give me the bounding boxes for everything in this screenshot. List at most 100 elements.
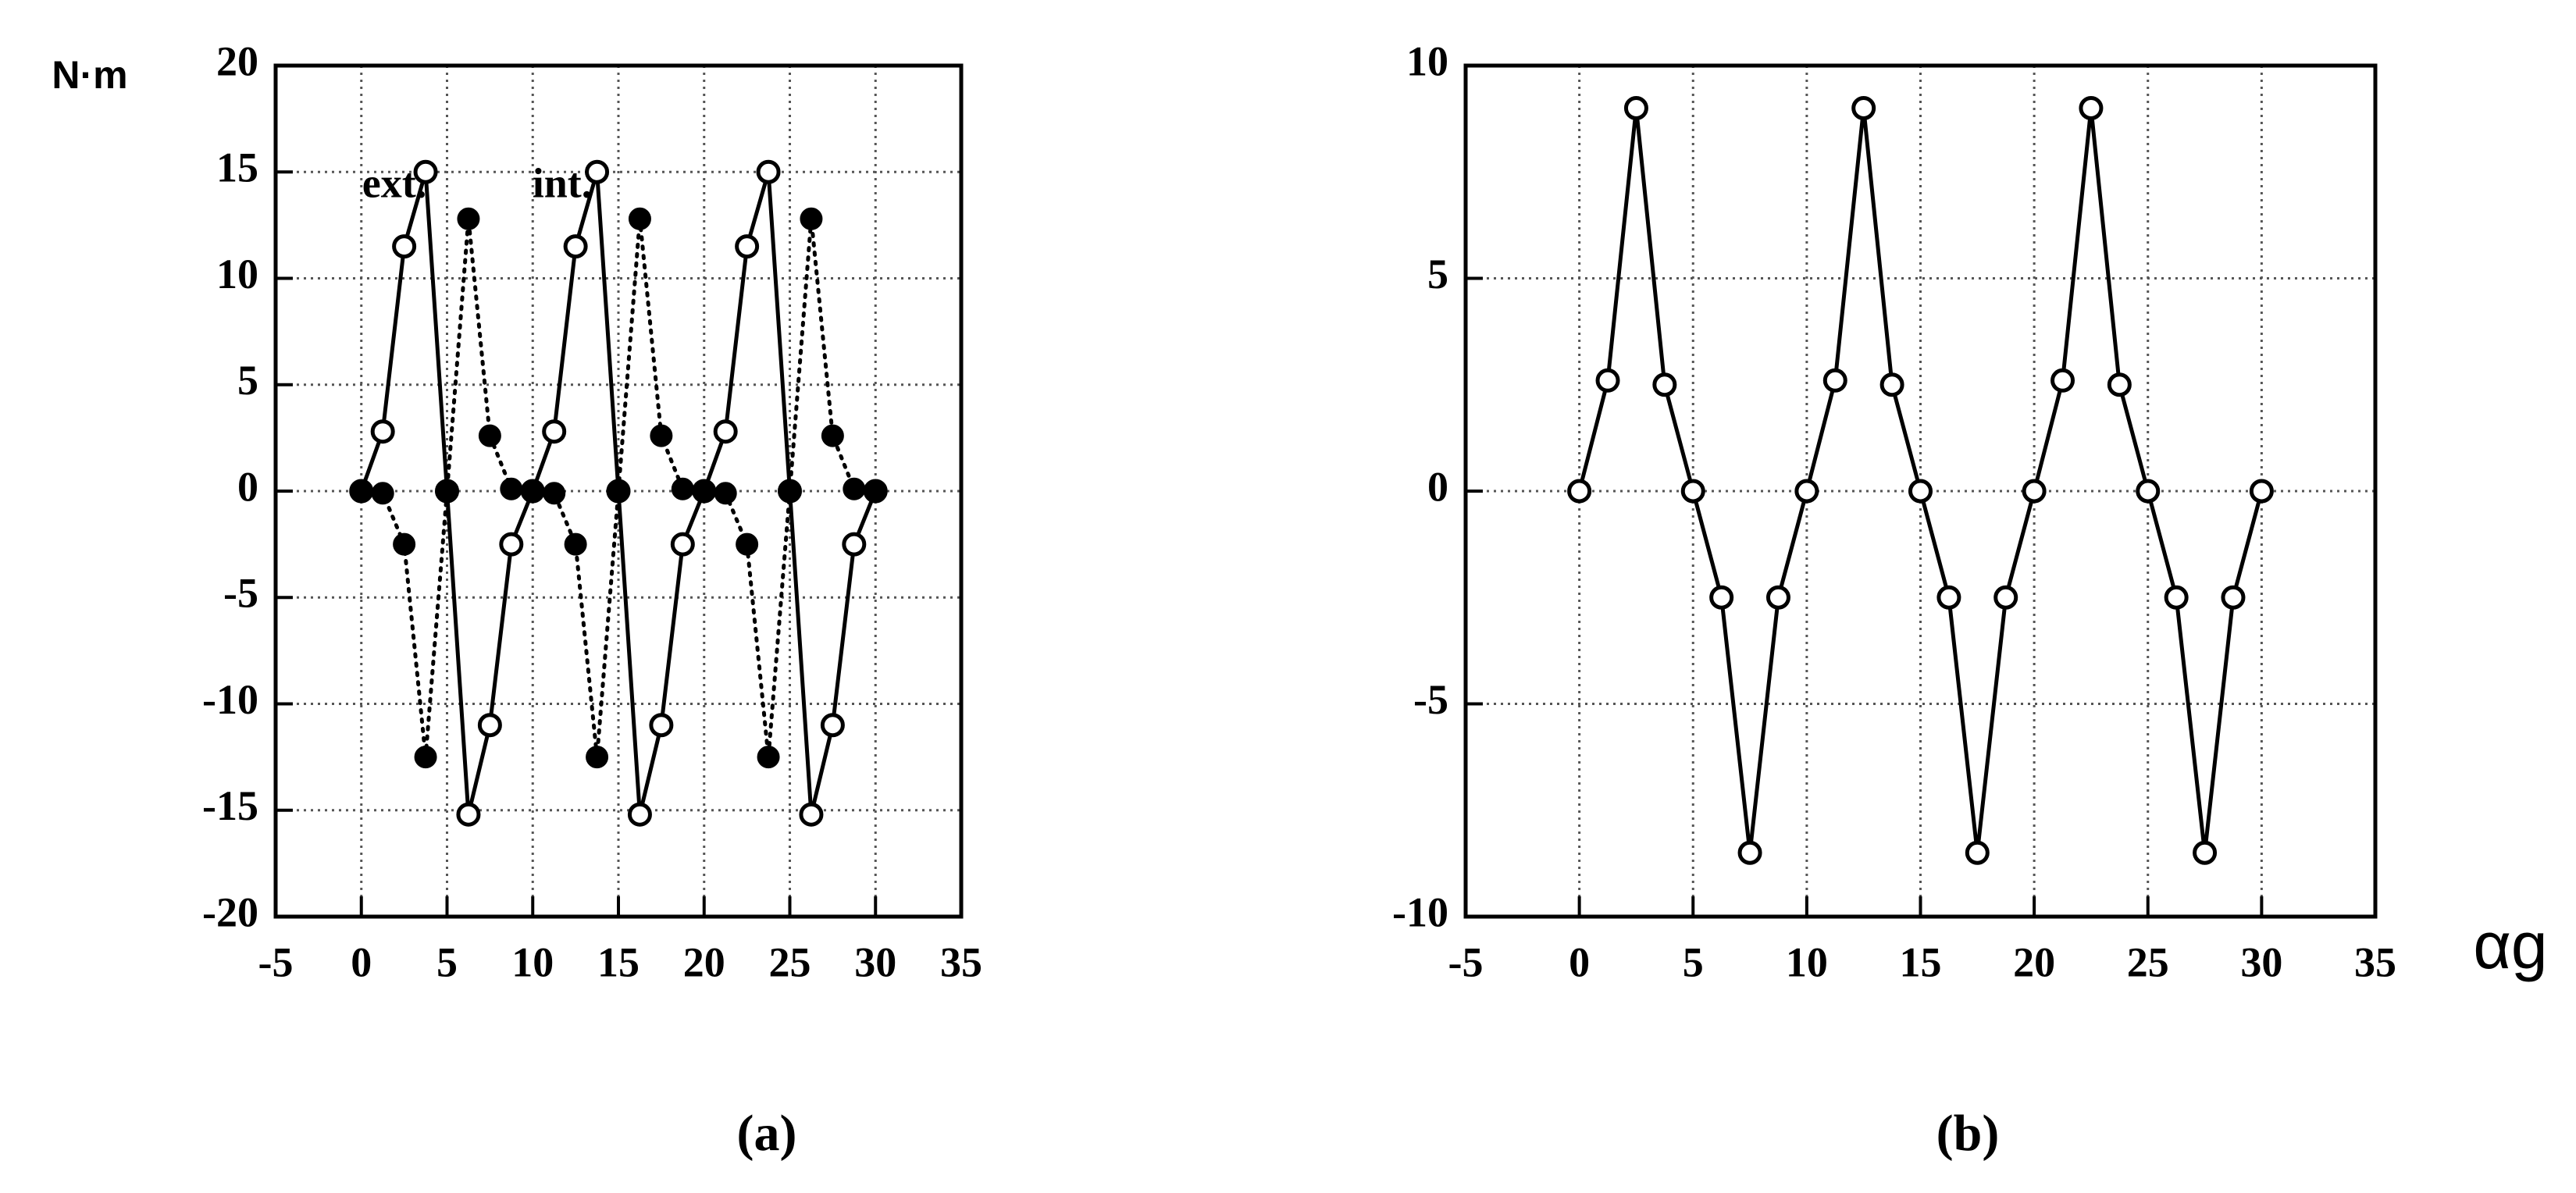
y-tick-label: -5	[223, 570, 258, 617]
data-point	[2249, 479, 2274, 504]
data-point	[393, 532, 416, 556]
caption: (a)	[737, 1105, 797, 1162]
data-point	[1737, 840, 1762, 865]
data-point	[586, 746, 609, 769]
x-tick-label: -5	[1448, 938, 1484, 985]
data-point	[756, 159, 781, 184]
data-point	[478, 424, 501, 447]
data-point	[820, 713, 845, 738]
data-point	[2221, 585, 2246, 610]
data-point	[735, 234, 760, 259]
x-tick-label: 5	[436, 938, 458, 985]
x-tick-label: 0	[351, 938, 372, 985]
data-point	[477, 713, 502, 738]
data-point	[392, 234, 417, 259]
x-tick-label: 30	[854, 938, 896, 985]
data-point	[2079, 96, 2104, 120]
data-point	[563, 234, 588, 259]
data-point	[2050, 368, 2075, 393]
data-point	[627, 802, 652, 827]
data-point	[542, 419, 567, 444]
y-tick-label: 10	[216, 251, 258, 297]
data-point	[1709, 585, 1734, 610]
y-tick-label: 10	[1406, 37, 1448, 84]
plot-frame	[273, 63, 964, 919]
data-point	[2164, 585, 2189, 610]
data-point	[864, 479, 887, 503]
data-point	[1993, 585, 2018, 610]
x-tick-label: 30	[2240, 938, 2282, 985]
data-point	[800, 207, 823, 230]
data-point	[2107, 372, 2132, 397]
data-point	[521, 479, 544, 503]
x-tick-label: 15	[1900, 938, 1942, 985]
data-point	[370, 419, 395, 444]
caption: (b)	[1936, 1105, 2000, 1162]
data-point	[414, 746, 437, 769]
x-axis-label: αg	[2473, 909, 2547, 982]
x-tick-label: 35	[940, 938, 982, 985]
x-tick-label: 35	[2354, 938, 2396, 985]
data-point	[670, 532, 695, 557]
data-point	[350, 479, 373, 503]
data-point	[1851, 96, 1876, 120]
data-point	[650, 424, 673, 447]
data-point	[779, 479, 801, 503]
x-tick-label: 15	[597, 938, 640, 985]
data-point	[799, 802, 824, 827]
data-point	[842, 532, 867, 557]
data-point	[757, 746, 780, 769]
y-axis-label: N·m	[52, 53, 127, 97]
data-point	[821, 424, 844, 447]
data-point	[1680, 479, 1705, 504]
x-tick-label: -5	[258, 938, 294, 985]
data-point	[2136, 479, 2161, 504]
data-point	[499, 532, 524, 557]
x-tick-label: 10	[511, 938, 554, 985]
data-point	[607, 479, 630, 503]
y-tick-label: -10	[1392, 889, 1448, 935]
x-tick-label: 25	[2127, 938, 2169, 985]
data-point	[436, 479, 458, 503]
data-point	[736, 532, 759, 556]
data-point	[456, 802, 481, 827]
y-tick-label: -15	[202, 782, 258, 829]
data-point	[671, 477, 694, 500]
y-tick-label: 5	[1427, 251, 1448, 297]
data-point	[693, 479, 716, 503]
y-tick-label: -10	[202, 676, 258, 723]
data-point	[1794, 479, 1819, 504]
x-tick-label: 0	[1569, 938, 1590, 985]
data-point	[1595, 368, 1620, 393]
data-point	[1765, 585, 1790, 610]
data-point	[413, 159, 438, 184]
data-point	[543, 482, 566, 505]
data-point	[457, 207, 480, 230]
x-tick-label: 5	[1683, 938, 1704, 985]
y-tick-label: 0	[1427, 463, 1448, 510]
data-point	[1965, 840, 1990, 865]
y-tick-label: 5	[237, 357, 258, 404]
data-point	[564, 532, 587, 556]
x-tick-label: 10	[1786, 938, 1828, 985]
data-point	[1623, 96, 1648, 120]
x-tick-label: 25	[769, 938, 811, 985]
data-point	[1652, 372, 1677, 397]
data-point	[1567, 479, 1592, 504]
chart: -20 -15 -10 -5 0 5 10 15 20 -5 0 5 10 15 20 25 30 35 ext. i…	[52, 37, 982, 1162]
data-point	[1908, 479, 1933, 504]
data-point	[649, 713, 674, 738]
data-point	[500, 477, 523, 500]
y-tick-label: -5	[1413, 676, 1448, 723]
x-tick-label: 20	[683, 938, 725, 985]
y-tick-label: 0	[237, 463, 258, 510]
data-point	[713, 419, 738, 444]
data-point	[1822, 368, 1847, 393]
data-point	[2022, 479, 2047, 504]
y-tick-label: -20	[202, 889, 258, 935]
data-point	[585, 159, 610, 184]
data-point	[714, 482, 737, 505]
